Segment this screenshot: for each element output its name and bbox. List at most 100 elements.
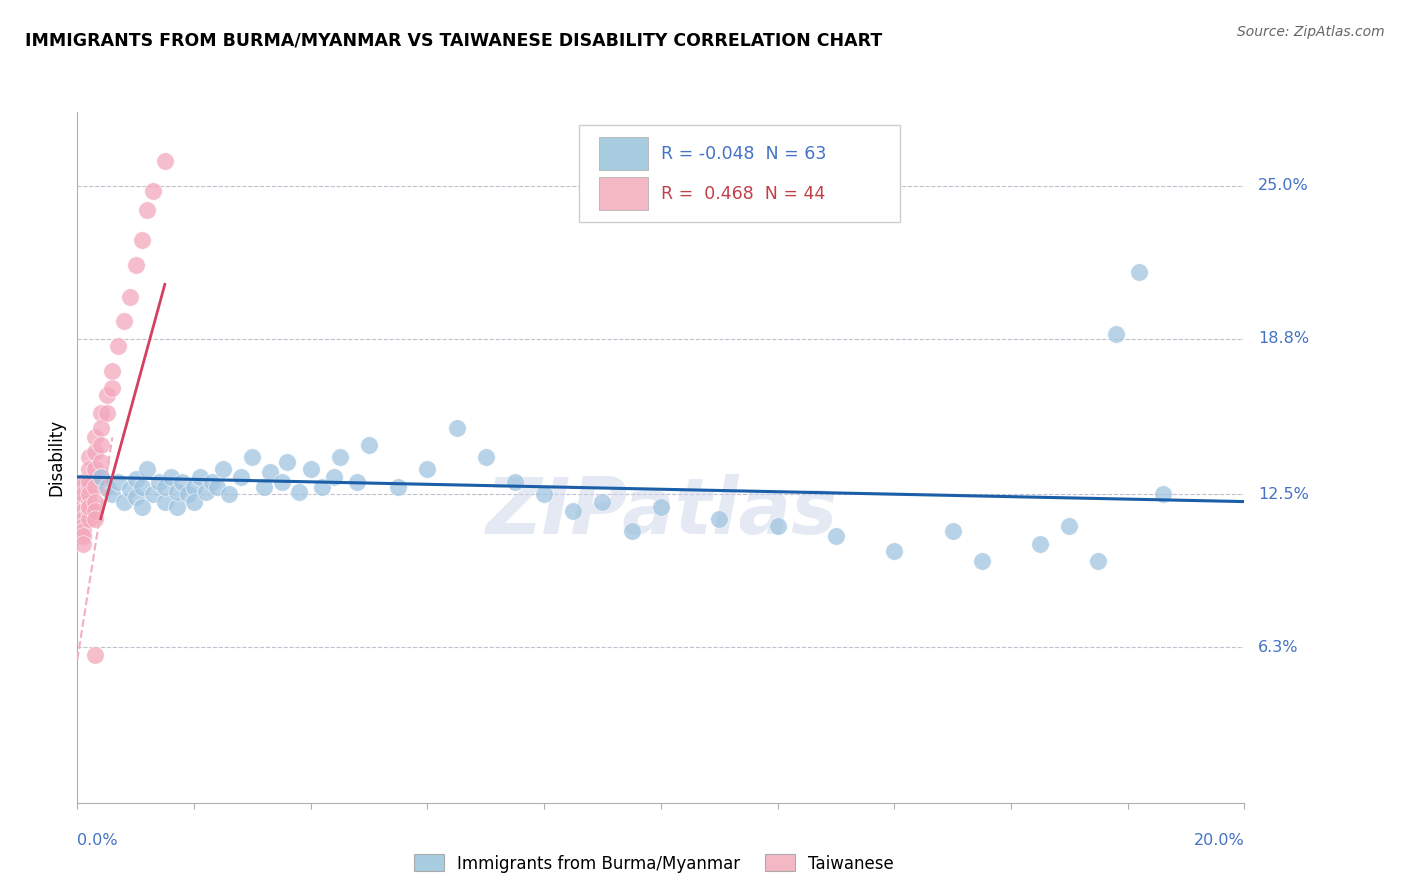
Point: [77, 500, 100, 514]
Point: [276, 455, 298, 469]
Point: [1105, 326, 1128, 341]
Point: [83, 462, 105, 476]
Point: [194, 484, 217, 499]
Point: [131, 233, 153, 247]
Point: [124, 472, 148, 486]
Point: [83, 648, 105, 662]
Point: [153, 480, 176, 494]
Point: [90, 406, 112, 420]
Point: [942, 524, 965, 539]
Point: [766, 519, 789, 533]
Point: [183, 494, 205, 508]
Point: [77, 504, 100, 518]
Point: [970, 554, 993, 568]
Point: [270, 475, 292, 489]
Point: [159, 470, 181, 484]
Text: 18.8%: 18.8%: [1258, 331, 1309, 346]
Point: [118, 290, 141, 304]
Point: [592, 494, 614, 508]
Point: [212, 462, 235, 476]
Point: [77, 475, 100, 489]
Point: [346, 475, 368, 489]
Point: [107, 475, 129, 489]
Point: [83, 445, 105, 459]
Point: [311, 480, 333, 494]
Point: [101, 487, 124, 501]
Point: [72, 475, 94, 489]
Point: [533, 487, 555, 501]
Point: [188, 470, 211, 484]
Point: [72, 494, 94, 508]
Text: IMMIGRANTS FROM BURMA/MYANMAR VS TAIWANESE DISABILITY CORRELATION CHART: IMMIGRANTS FROM BURMA/MYANMAR VS TAIWANE…: [25, 31, 883, 49]
Point: [83, 494, 105, 508]
Point: [136, 203, 159, 218]
Point: [166, 484, 188, 499]
Point: [1029, 536, 1052, 550]
Point: [83, 480, 105, 494]
Point: [329, 450, 352, 464]
Point: [107, 339, 129, 353]
Point: [883, 544, 905, 558]
Text: 25.0%: 25.0%: [1258, 178, 1309, 193]
Point: [503, 475, 526, 489]
Point: [90, 438, 112, 452]
Point: [131, 480, 153, 494]
Point: [253, 480, 276, 494]
Point: [299, 462, 322, 476]
Point: [72, 529, 94, 543]
Point: [72, 524, 94, 539]
Point: [207, 480, 229, 494]
Point: [620, 524, 643, 539]
Point: [166, 500, 188, 514]
Point: [475, 450, 498, 464]
Point: [72, 480, 94, 494]
Point: [72, 536, 94, 550]
Point: [72, 512, 94, 526]
Point: [1087, 554, 1109, 568]
Text: Source: ZipAtlas.com: Source: ZipAtlas.com: [1237, 25, 1385, 39]
Point: [101, 381, 124, 395]
Text: R = -0.048  N = 63: R = -0.048 N = 63: [661, 145, 827, 163]
Point: [96, 480, 118, 494]
Point: [824, 529, 846, 543]
Point: [124, 490, 148, 504]
Point: [200, 475, 222, 489]
Point: [77, 494, 100, 508]
Point: [96, 406, 118, 420]
Y-axis label: Disability: Disability: [48, 418, 66, 496]
Point: [288, 484, 311, 499]
Point: [90, 470, 112, 484]
Text: 0.0%: 0.0%: [77, 833, 118, 848]
Point: [446, 420, 468, 434]
Point: [1057, 519, 1080, 533]
Point: [183, 480, 205, 494]
Point: [416, 462, 439, 476]
Point: [83, 504, 105, 518]
Point: [83, 512, 105, 526]
Point: [323, 470, 346, 484]
Point: [72, 504, 94, 518]
Point: [1128, 265, 1150, 279]
Point: [709, 512, 731, 526]
Point: [218, 487, 240, 501]
Text: 20.0%: 20.0%: [1194, 833, 1244, 848]
Text: R =  0.468  N = 44: R = 0.468 N = 44: [661, 185, 825, 202]
Point: [142, 487, 165, 501]
Point: [387, 480, 409, 494]
FancyBboxPatch shape: [599, 178, 648, 211]
Point: [131, 500, 153, 514]
Point: [172, 475, 194, 489]
Point: [112, 494, 135, 508]
Point: [77, 512, 100, 526]
Point: [77, 450, 100, 464]
Point: [650, 500, 672, 514]
Point: [153, 153, 176, 168]
Point: [148, 475, 170, 489]
Point: [259, 465, 281, 479]
Point: [142, 184, 165, 198]
Point: [153, 494, 176, 508]
Point: [229, 470, 252, 484]
Point: [77, 487, 100, 501]
Point: [77, 480, 100, 494]
Point: [90, 420, 112, 434]
